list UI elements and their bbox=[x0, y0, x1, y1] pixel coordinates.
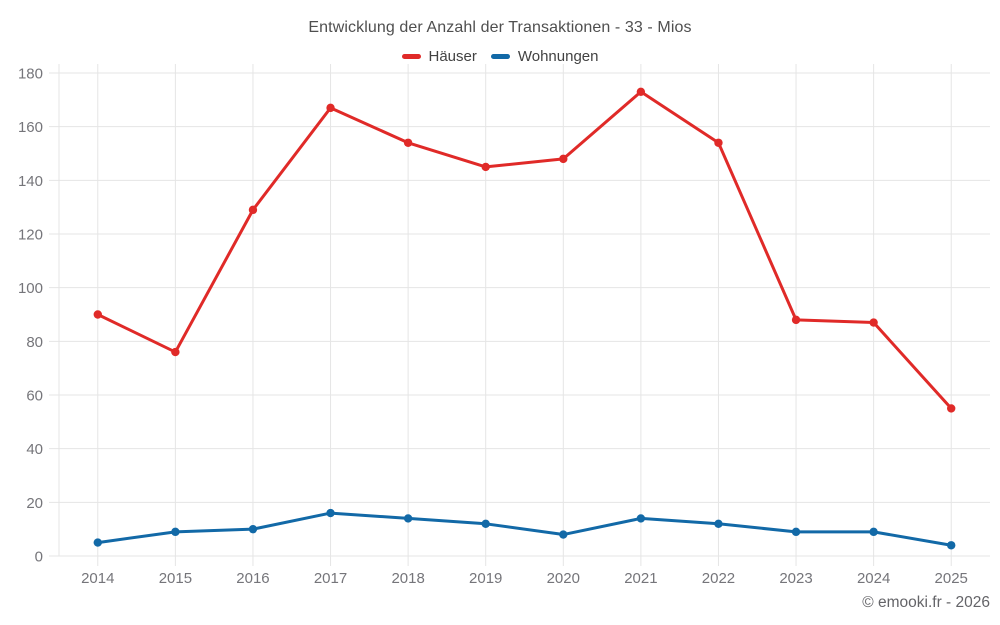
series-line-wohnungen bbox=[96, 511, 953, 547]
x-axis-tick-label: 2022 bbox=[702, 570, 735, 587]
data-point-häuser-2017[interactable] bbox=[326, 103, 335, 113]
legend-label: Häuser bbox=[428, 48, 477, 65]
data-point-häuser-2022[interactable] bbox=[714, 138, 723, 147]
data-point-häuser-2015[interactable] bbox=[171, 347, 180, 357]
y-axis-tick-label: 20 bbox=[26, 495, 43, 512]
x-axis-tick-label: 2018 bbox=[391, 570, 424, 587]
data-point-häuser-2018[interactable] bbox=[403, 138, 413, 147]
y-axis-tick-label: 40 bbox=[26, 441, 43, 458]
data-point-wohnungen-2018[interactable] bbox=[403, 514, 413, 523]
data-point-häuser-2025[interactable] bbox=[947, 404, 956, 413]
y-axis-tick-label: 120 bbox=[18, 227, 43, 244]
data-point-häuser-2021[interactable] bbox=[636, 87, 646, 96]
y-axis-tick-label: 0 bbox=[35, 549, 43, 566]
x-axis-tick-label: 2019 bbox=[469, 570, 502, 587]
y-axis-tick-label: 60 bbox=[26, 388, 43, 405]
chart-legend: Häuser Wohnungen bbox=[0, 48, 1000, 65]
data-point-wohnungen-2020[interactable] bbox=[559, 530, 568, 539]
x-axis-tick-label: 2016 bbox=[236, 570, 269, 587]
data-point-häuser-2020[interactable] bbox=[559, 154, 568, 164]
series-line-häuser bbox=[96, 90, 953, 410]
data-point-wohnungen-2017[interactable] bbox=[326, 508, 335, 518]
y-axis-tick-label: 180 bbox=[18, 66, 43, 83]
legend-item-häuser[interactable]: Häuser bbox=[401, 48, 477, 65]
x-axis-tick-label: 2023 bbox=[779, 570, 812, 587]
y-axis-tick-label: 160 bbox=[18, 119, 43, 136]
data-point-häuser-2014[interactable] bbox=[93, 310, 102, 319]
x-axis-tick-label: 2014 bbox=[81, 570, 114, 587]
data-point-wohnungen-2019[interactable] bbox=[481, 519, 490, 528]
data-point-wohnungen-2015[interactable] bbox=[171, 527, 180, 537]
legend-label: Wohnungen bbox=[517, 48, 599, 65]
data-point-häuser-2019[interactable] bbox=[481, 162, 490, 172]
data-point-wohnungen-2021[interactable] bbox=[636, 514, 646, 523]
copyright-text: © emooki.fr - 2026 bbox=[862, 594, 990, 611]
data-point-wohnungen-2022[interactable] bbox=[714, 519, 723, 528]
data-point-wohnungen-2025[interactable] bbox=[947, 541, 956, 550]
x-axis-tick-label: 2020 bbox=[547, 570, 580, 587]
data-point-wohnungen-2014[interactable] bbox=[93, 538, 102, 547]
data-point-wohnungen-2016[interactable] bbox=[248, 524, 258, 534]
data-point-häuser-2023[interactable] bbox=[791, 315, 801, 325]
chart-title: Entwicklung der Anzahl der Transaktionen… bbox=[308, 19, 692, 36]
y-axis-tick-label: 100 bbox=[18, 280, 43, 297]
y-axis-tick-label: 140 bbox=[18, 173, 43, 190]
x-axis-tick-label: 2015 bbox=[159, 570, 192, 587]
x-axis-tick-label: 2021 bbox=[624, 570, 657, 587]
legend-item-wohnungen[interactable]: Wohnungen bbox=[490, 48, 599, 65]
x-axis-tick-label: 2025 bbox=[935, 570, 968, 587]
data-point-häuser-2024[interactable] bbox=[869, 318, 878, 327]
y-axis-tick-label: 80 bbox=[26, 334, 43, 351]
data-point-häuser-2016[interactable] bbox=[248, 205, 258, 215]
x-axis-tick-label: 2017 bbox=[314, 570, 347, 587]
data-point-wohnungen-2023[interactable] bbox=[791, 527, 801, 537]
legend-swatch-icon bbox=[490, 53, 510, 60]
legend-swatch-icon bbox=[401, 53, 421, 60]
x-axis-tick-label: 2024 bbox=[857, 570, 890, 587]
data-point-wohnungen-2024[interactable] bbox=[869, 527, 878, 537]
